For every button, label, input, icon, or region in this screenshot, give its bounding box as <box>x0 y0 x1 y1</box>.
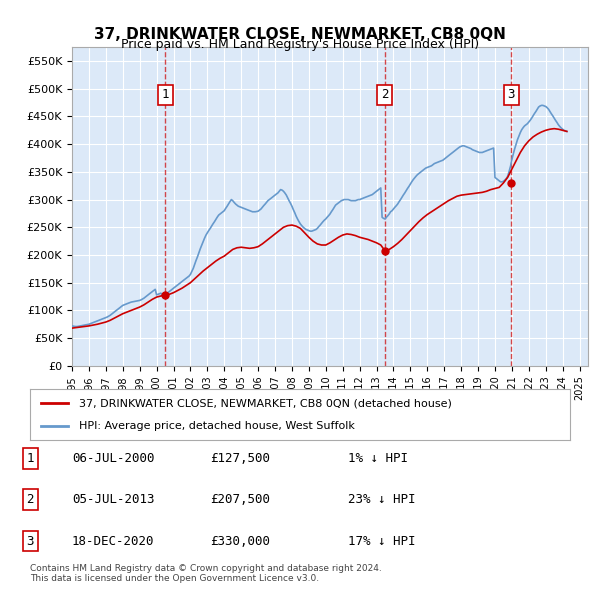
Text: 2: 2 <box>26 493 34 506</box>
Text: 18-DEC-2020: 18-DEC-2020 <box>72 535 155 548</box>
Text: 3: 3 <box>26 535 34 548</box>
Text: 2: 2 <box>381 88 389 101</box>
Text: 37, DRINKWATER CLOSE, NEWMARKET, CB8 0QN: 37, DRINKWATER CLOSE, NEWMARKET, CB8 0QN <box>94 27 506 41</box>
Text: 1% ↓ HPI: 1% ↓ HPI <box>348 452 408 465</box>
Text: Contains HM Land Registry data © Crown copyright and database right 2024.
This d: Contains HM Land Registry data © Crown c… <box>30 563 382 583</box>
Text: 23% ↓ HPI: 23% ↓ HPI <box>348 493 415 506</box>
Text: Price paid vs. HM Land Registry's House Price Index (HPI): Price paid vs. HM Land Registry's House … <box>121 38 479 51</box>
Text: £127,500: £127,500 <box>210 452 270 465</box>
Text: 37, DRINKWATER CLOSE, NEWMARKET, CB8 0QN (detached house): 37, DRINKWATER CLOSE, NEWMARKET, CB8 0QN… <box>79 398 451 408</box>
Text: £330,000: £330,000 <box>210 535 270 548</box>
Text: 1: 1 <box>26 452 34 465</box>
Text: 1: 1 <box>161 88 169 101</box>
Text: 05-JUL-2013: 05-JUL-2013 <box>72 493 155 506</box>
Text: HPI: Average price, detached house, West Suffolk: HPI: Average price, detached house, West… <box>79 421 355 431</box>
Text: 17% ↓ HPI: 17% ↓ HPI <box>348 535 415 548</box>
Text: 06-JUL-2000: 06-JUL-2000 <box>72 452 155 465</box>
Text: £207,500: £207,500 <box>210 493 270 506</box>
Text: 3: 3 <box>508 88 515 101</box>
